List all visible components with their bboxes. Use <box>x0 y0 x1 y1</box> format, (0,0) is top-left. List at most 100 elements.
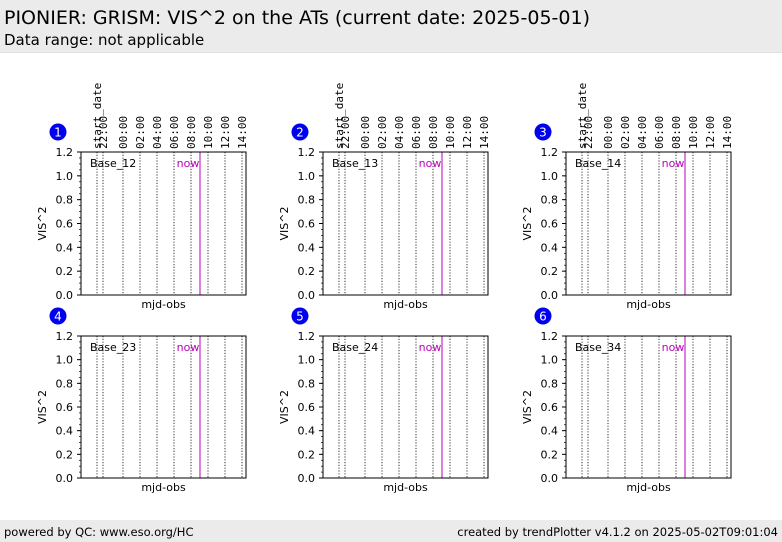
y-axis-label: VIS^2 <box>521 390 534 424</box>
y-tick-label: 1.2 <box>56 146 74 159</box>
baseline-label: Base_12 <box>90 157 136 170</box>
time-axis-label: 14:00 <box>721 116 734 149</box>
now-label: now <box>177 157 200 170</box>
y-tick-label: 1.0 <box>298 354 316 367</box>
y-tick-label: 1.0 <box>56 354 74 367</box>
y-tick-label: 0.2 <box>56 448 74 461</box>
time-axis-label: 10:00 <box>444 116 457 149</box>
time-axis-label: 02:00 <box>134 116 147 149</box>
plot-frame <box>80 151 247 296</box>
baseline-label: Base_13 <box>332 157 378 170</box>
panel-number-badge <box>534 307 552 325</box>
chart-panel-1: 0.0 0.2 0.4 0.6 0.8 1.0 1.2 mjd-obs VIS^2 Base_12… <box>36 83 249 311</box>
chart-panel-6: 0.0 0.2 0.4 0.6 0.8 1.0 1.2 mjd-obs VIS^2 Base_34… <box>521 307 732 494</box>
time-axis-label: 00:00 <box>602 116 615 149</box>
x-axis-label: mjd-obs <box>626 481 671 494</box>
y-tick-label: 0.6 <box>298 218 316 231</box>
y-tick-label: 0.4 <box>541 241 559 254</box>
y-tick-label: 1.0 <box>541 170 559 183</box>
y-tick-label: 0.6 <box>56 401 74 414</box>
time-axis-label: 06:00 <box>410 116 423 149</box>
time-axis-label: 06:00 <box>168 116 181 149</box>
y-tick-label: 0.6 <box>298 401 316 414</box>
y-axis-label: VIS^2 <box>521 207 534 241</box>
y-tick-label: 0.8 <box>56 377 74 390</box>
y-tick-label: 0.8 <box>298 194 316 207</box>
time-axis-label: start_date <box>91 83 104 149</box>
page-footer: powered by QC: www.eso.org/HC created by… <box>0 520 782 542</box>
footer-created-by: created by trendPlotter v4.1.2 on 2025-0… <box>457 525 778 539</box>
y-tick-label: 1.2 <box>541 146 559 159</box>
panel-number-badge <box>49 123 67 141</box>
y-tick-label: 0.6 <box>541 218 559 231</box>
y-tick-label: 1.2 <box>298 330 316 343</box>
x-axis-label: mjd-obs <box>383 298 428 311</box>
time-axis-label: 14:00 <box>236 116 249 149</box>
time-axis-label: 22:00 <box>339 116 352 149</box>
y-tick-label: 0.4 <box>298 425 316 438</box>
baseline-label: Base_14 <box>575 157 621 170</box>
y-tick-label: 0.6 <box>541 401 559 414</box>
baseline-label: Base_34 <box>575 341 621 354</box>
panel-number: 5 <box>296 310 304 324</box>
panel-number: 3 <box>539 126 547 140</box>
time-axis-label: 08:00 <box>427 116 440 149</box>
y-tick-label: 1.2 <box>541 330 559 343</box>
now-label: now <box>662 157 685 170</box>
y-tick-label: 0.2 <box>298 265 316 278</box>
x-axis-label: mjd-obs <box>626 298 671 311</box>
y-tick-label: 0.2 <box>56 265 74 278</box>
y-tick-label: 0.0 <box>298 472 316 485</box>
y-tick-label: 1.2 <box>298 146 316 159</box>
y-tick-label: 0.2 <box>541 448 559 461</box>
y-tick-label: 0.6 <box>56 218 74 231</box>
chart-panel-2: 0.0 0.2 0.4 0.6 0.8 1.0 1.2 mjd-obs VIS^2 Base_13… <box>278 83 491 311</box>
y-axis-label: VIS^2 <box>36 390 49 424</box>
baseline-label: Base_23 <box>90 341 136 354</box>
y-tick-label: 0.0 <box>56 289 74 302</box>
page-title: PIONIER: GRISM: VIS^2 on the ATs (curren… <box>4 7 590 29</box>
panel-number-badge <box>534 123 552 141</box>
time-axis-label: 14:00 <box>478 116 491 149</box>
panel-number: 2 <box>296 126 304 140</box>
panel-number: 1 <box>54 126 62 140</box>
y-tick-label: 0.8 <box>541 194 559 207</box>
chart-panel-3: 0.0 0.2 0.4 0.6 0.8 1.0 1.2 mjd-obs VIS^2 Base_14… <box>521 83 734 311</box>
time-axis-label: 12:00 <box>461 116 474 149</box>
y-tick-label: 1.0 <box>541 354 559 367</box>
y-tick-label: 0.8 <box>541 377 559 390</box>
y-tick-label: 0.8 <box>56 194 74 207</box>
y-tick-label: 0.4 <box>56 425 74 438</box>
chart-panel-5: 0.0 0.2 0.4 0.6 0.8 1.0 1.2 mjd-obs VIS^2 Base_24… <box>278 307 489 494</box>
panel-number: 6 <box>539 310 547 324</box>
x-axis-label: mjd-obs <box>383 481 428 494</box>
y-tick-label: 0.0 <box>298 289 316 302</box>
y-tick-label: 1.0 <box>56 170 74 183</box>
time-axis-label: 10:00 <box>202 116 215 149</box>
page-subtitle: Data range: not applicable <box>4 31 205 49</box>
time-axis-label: start_date <box>576 83 589 149</box>
y-tick-label: 0.4 <box>56 241 74 254</box>
time-axis-label: 10:00 <box>687 116 700 149</box>
y-tick-label: 0.2 <box>298 448 316 461</box>
y-tick-label: 0.4 <box>541 425 559 438</box>
time-axis-label: 12:00 <box>704 116 717 149</box>
plot-frame <box>322 335 489 479</box>
x-axis-label: mjd-obs <box>141 298 186 311</box>
time-axis-label: 22:00 <box>582 116 595 149</box>
y-axis-label: VIS^2 <box>36 207 49 241</box>
now-label: now <box>419 341 442 354</box>
y-tick-label: 0.0 <box>541 289 559 302</box>
plot-frame <box>565 335 732 479</box>
now-label: now <box>177 341 200 354</box>
time-axis-label: 02:00 <box>376 116 389 149</box>
now-label: now <box>662 341 685 354</box>
time-axis-label: 22:00 <box>97 116 110 149</box>
page-header: PIONIER: GRISM: VIS^2 on the ATs (curren… <box>0 0 782 53</box>
y-tick-label: 1.0 <box>298 170 316 183</box>
time-axis-label: 06:00 <box>653 116 666 149</box>
footer-powered-by: powered by QC: www.eso.org/HC <box>4 525 194 539</box>
panel-number-badge <box>291 123 309 141</box>
y-tick-label: 0.0 <box>56 472 74 485</box>
